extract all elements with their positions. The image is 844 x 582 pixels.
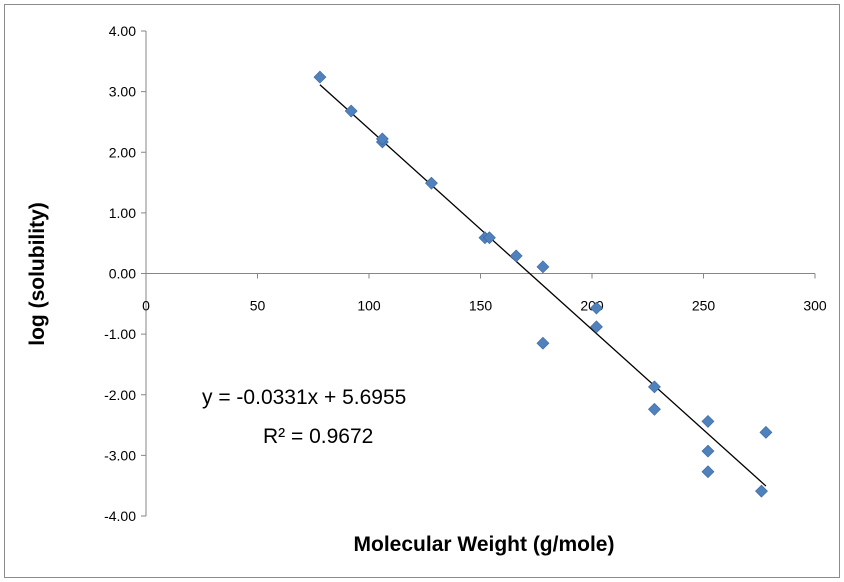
x-tick-label: 0 (142, 298, 150, 314)
y-tick-label: -2.00 (104, 387, 136, 403)
y-tick-label: -3.00 (104, 447, 136, 463)
x-tick-label: 150 (469, 298, 493, 314)
trendline (319, 84, 767, 487)
y-axis-ticks: 4.00 3.00 2.00 1.00 0.00 -1.00 -2.00 -3.00 -4.00 (104, 23, 146, 524)
x-tick-label: 200 (580, 298, 604, 314)
data-point (590, 301, 603, 315)
x-axis-ticks: 0 50 100 150 200 250 300 (142, 273, 827, 314)
x-tick-label: 250 (692, 298, 716, 314)
data-point (701, 444, 715, 458)
data-point (759, 425, 773, 439)
data-point (313, 70, 327, 84)
data-point (344, 104, 358, 118)
data-point (509, 249, 523, 263)
y-tick-label: 2.00 (109, 144, 136, 160)
plot-area: 4.00 3.00 2.00 1.00 0.00 -1.00 -2.00 -3.00 -4.00… (104, 23, 827, 524)
trendline-r-squared: R² = 0.9672 (263, 425, 373, 448)
y-tick-label: -1.00 (104, 326, 136, 342)
data-point (648, 380, 661, 394)
data-point (590, 320, 603, 334)
chart-frame (4, 4, 840, 578)
data-points (313, 70, 773, 498)
data-point (482, 231, 496, 245)
x-tick-label: 50 (250, 298, 266, 314)
data-point (536, 260, 550, 274)
x-tick-label: 100 (357, 298, 381, 314)
y-tick-label: 1.00 (109, 205, 136, 221)
data-point (536, 336, 550, 350)
y-tick-label: -4.00 (104, 508, 136, 524)
data-point (648, 402, 661, 416)
x-tick-label: 300 (803, 298, 827, 314)
data-point (375, 132, 389, 146)
y-tick-label: 3.00 (109, 84, 136, 100)
data-point (755, 484, 768, 498)
y-tick-label: 0.00 (109, 266, 136, 282)
y-axis-title: log (solubility) (26, 202, 49, 345)
data-point (701, 465, 715, 479)
data-point (701, 415, 715, 428)
data-point (425, 176, 438, 190)
y-tick-label: 4.00 (109, 23, 136, 39)
x-axis-title: Molecular Weight (g/mole) (354, 533, 615, 556)
trendline-equation: y = -0.0331x + 5.6955 (202, 386, 406, 409)
